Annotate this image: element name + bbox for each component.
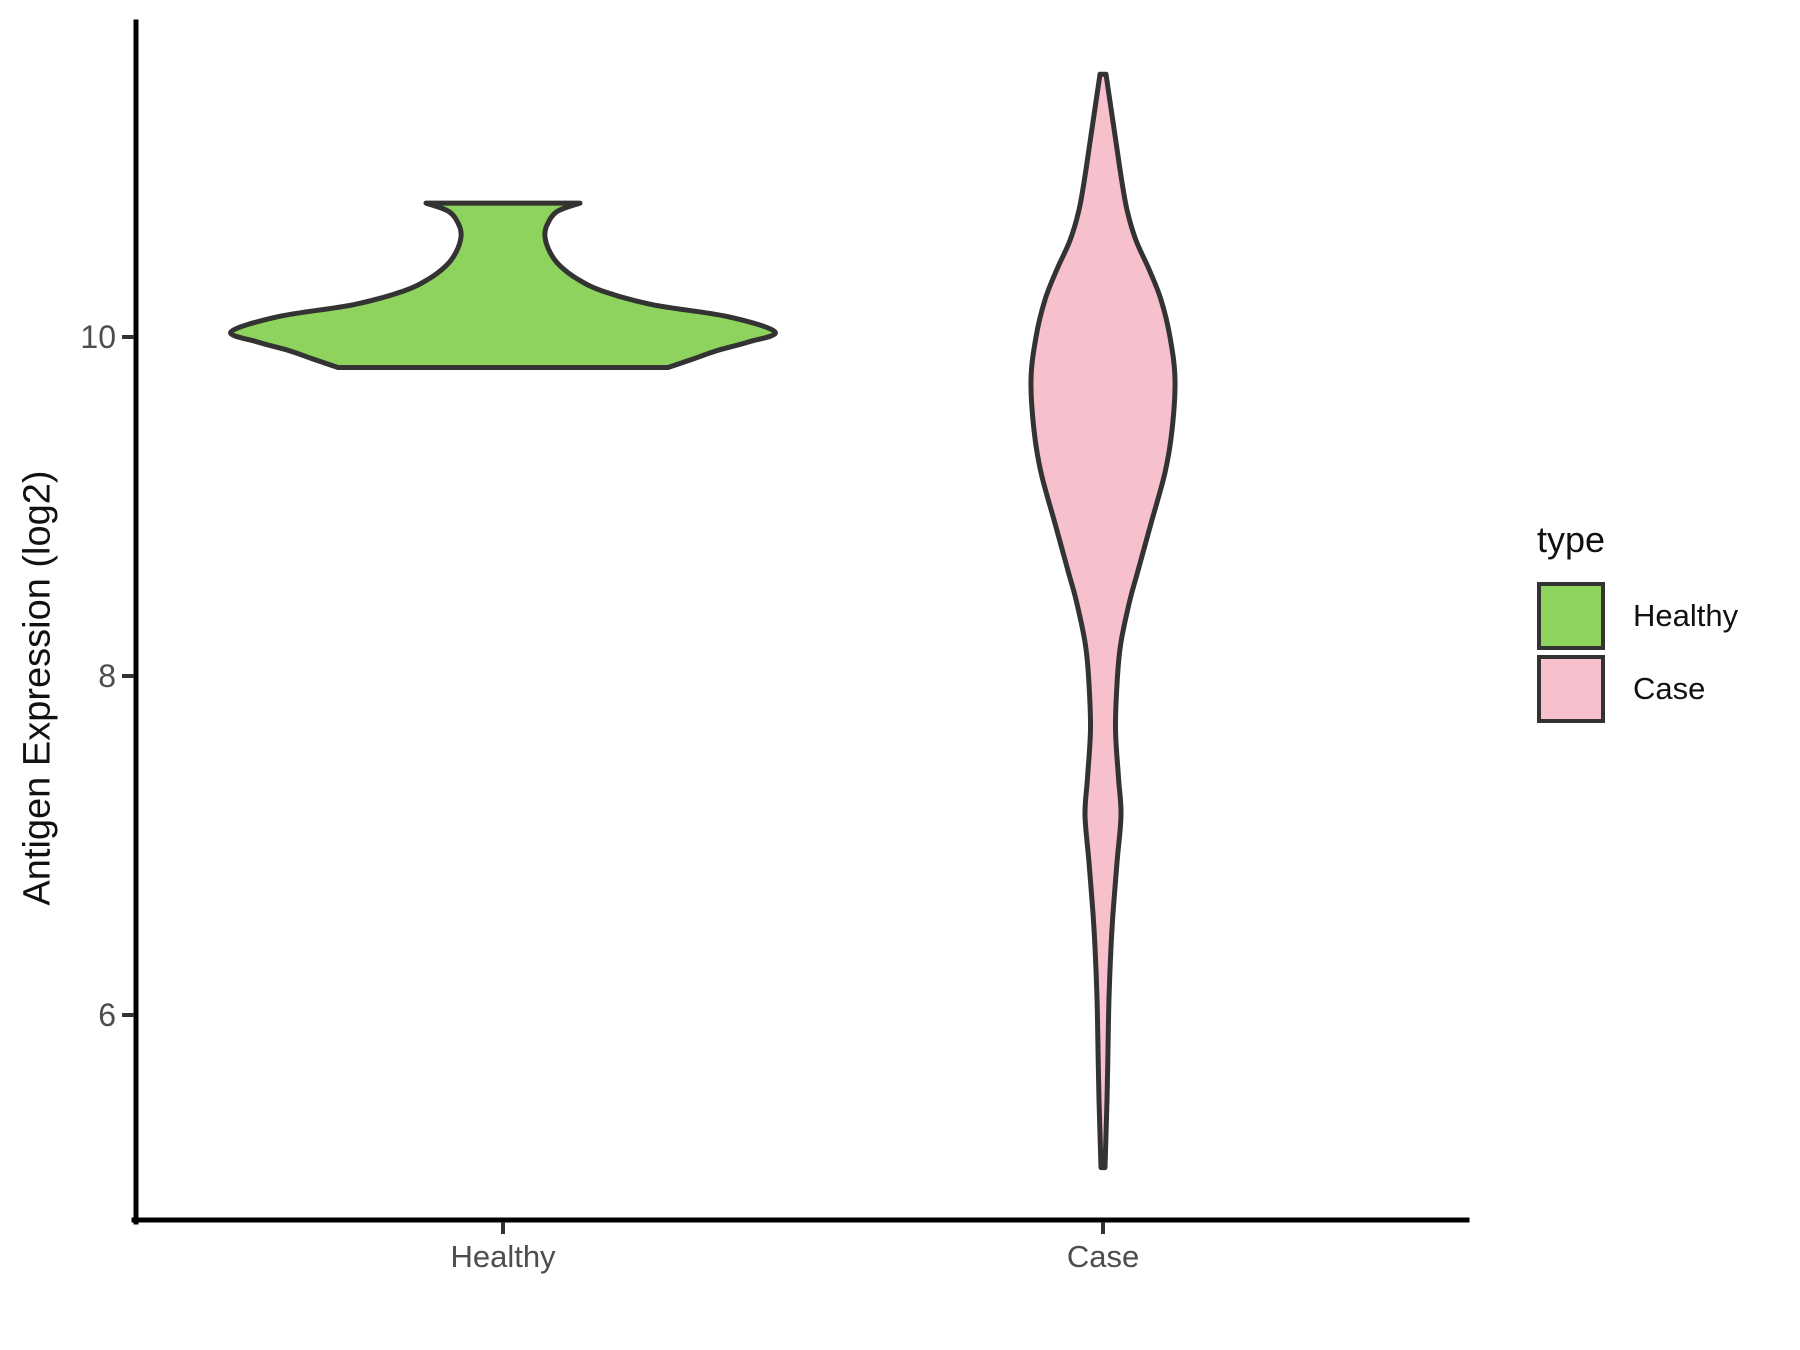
legend-label-healthy: Healthy: [1633, 598, 1739, 633]
y-tick-label-8: 8: [98, 658, 116, 694]
case-violin: [1028, 71, 1178, 1171]
legend-swatch-healthy: [1537, 582, 1605, 650]
legend-item-healthy: Healthy: [1537, 582, 1797, 650]
healthy-violin: [228, 200, 778, 370]
y-tick-label-10: 10: [80, 319, 116, 355]
x-tick-label-healthy: Healthy: [450, 1239, 556, 1274]
x-tick-label-case: Case: [1066, 1239, 1140, 1274]
legend-swatch-case: [1537, 655, 1605, 723]
legend-title: type: [1537, 519, 1606, 560]
legend-label-case: Case: [1633, 671, 1706, 706]
legend: type Healthy Case: [1537, 518, 1797, 728]
y-tick-label-6: 6: [98, 997, 116, 1033]
legend-item-case: Case: [1537, 655, 1797, 723]
legend-items: Healthy Case: [1537, 582, 1797, 723]
